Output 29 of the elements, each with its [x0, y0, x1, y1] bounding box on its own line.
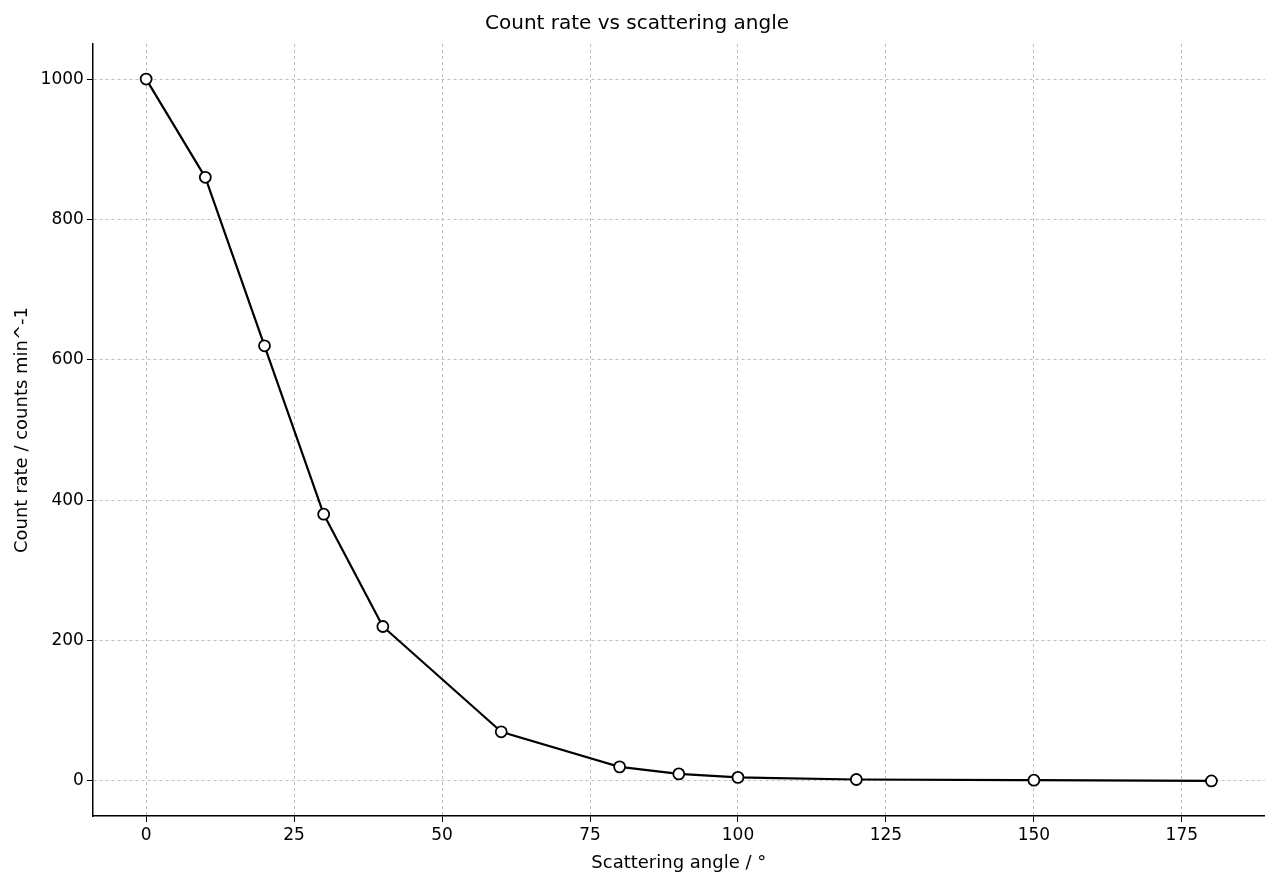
x-tick-label: 25 — [283, 823, 305, 844]
point — [198, 170, 212, 184]
x-tick-label: 125 — [869, 823, 903, 844]
y-axis-title: Count rate / counts min^-1 — [10, 306, 32, 554]
point — [849, 773, 863, 786]
point — [672, 767, 686, 781]
point — [731, 771, 745, 784]
y-tick-label: 600 — [51, 348, 84, 369]
x-tick-label: 100 — [721, 823, 755, 844]
y-tick-label: 1000 — [40, 67, 84, 88]
point — [494, 725, 508, 739]
point — [139, 72, 153, 86]
x-axis-title: Scattering angle / ° — [591, 850, 767, 872]
y-tick-label: 400 — [51, 488, 84, 509]
point — [613, 760, 626, 774]
point — [376, 620, 390, 633]
point — [258, 339, 271, 353]
point — [1205, 774, 1218, 788]
x-tick-label: 150 — [1017, 823, 1051, 844]
x-tick-label: 0 — [140, 823, 152, 844]
y-tick-label: 800 — [51, 207, 84, 228]
point — [1027, 773, 1041, 787]
point — [317, 507, 331, 521]
y-tick-label: 0 — [73, 769, 84, 790]
y-tick-label: 200 — [51, 628, 84, 649]
chart-title: Count rate vs scattering angle — [484, 10, 790, 35]
x-tick-label: 175 — [1165, 823, 1199, 844]
x-tick-label: 50 — [431, 823, 453, 844]
x-tick-label: 75 — [579, 823, 601, 844]
